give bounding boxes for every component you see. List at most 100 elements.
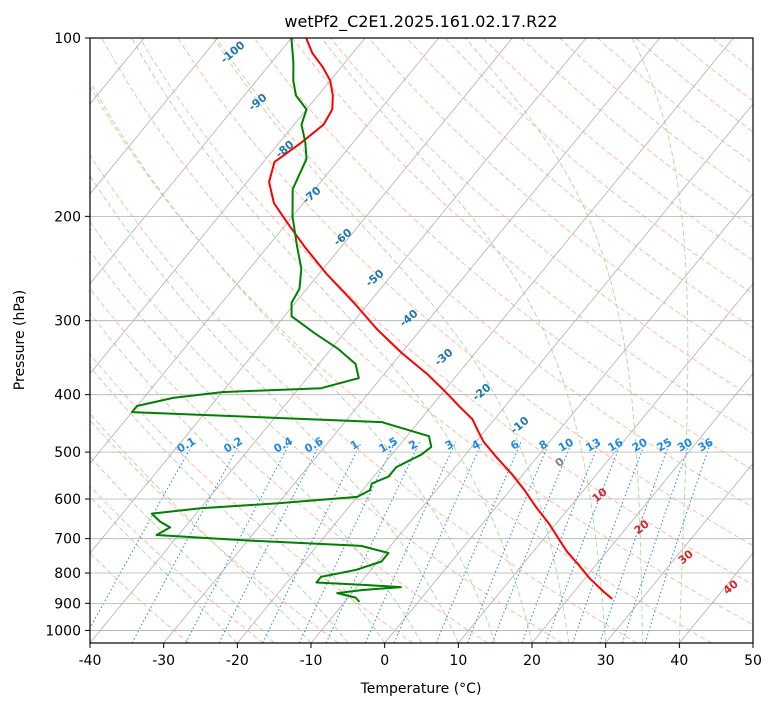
dry-adiabat-line: [711, 38, 753, 71]
moist-adiabat-line: [131, 38, 533, 643]
dry-adiabat-line: [368, 38, 753, 363]
y-tick-label: 400: [54, 388, 81, 404]
x-tick-label: 0: [380, 653, 389, 669]
moist-adiabat-line: [90, 175, 459, 643]
dry-adiabat-line: [90, 419, 339, 643]
isotherm-lines: [0, 38, 753, 643]
x-tick-label: 10: [449, 653, 467, 669]
plot-area: -100-90-80-70-60-50-40-30-20-10010203040…: [0, 38, 753, 643]
mixing-ratio-label: 13: [583, 436, 603, 455]
y-tick-label: 200: [54, 209, 81, 225]
moist-adiabat-line: [90, 496, 238, 643]
y-axis-label: Pressure (hPa): [12, 290, 28, 390]
dry-adiabat-label: -30: [432, 346, 456, 369]
isotherm-line: [752, 642, 753, 643]
mixing-ratio-label: 8: [537, 438, 550, 453]
x-tick-label: 50: [744, 653, 762, 669]
y-axis-ticks: 100 200 300 400 500 600 700 800 900 1000: [45, 31, 90, 639]
y-tick-label: 900: [54, 596, 81, 612]
x-tick-label: -20: [226, 653, 249, 669]
moist-adiabat-line: [90, 250, 422, 643]
moist-adiabat-line: [90, 312, 386, 643]
moist-adiabat-line: [90, 80, 496, 643]
mixing-ratio-label: 10: [556, 435, 576, 454]
y-tick-label: 800: [54, 566, 81, 582]
x-tick-label: -40: [79, 653, 102, 669]
dry-adiabat-line: [406, 38, 753, 329]
dry-adiabat-line: [90, 485, 264, 643]
dry-adiabat-label: -50: [363, 267, 387, 290]
isotherm-line: [679, 552, 753, 643]
dry-adiabat-line: [90, 154, 638, 643]
chart-title: wetPf2_C2E1.2025.161.02.17.R22: [284, 12, 557, 32]
y-tick-label: 600: [54, 492, 81, 508]
dry-adiabat-label: -10: [508, 414, 532, 437]
isotherm-line: [90, 38, 219, 195]
y-tick-label: 1000: [45, 623, 81, 639]
y-tick-label: 100: [54, 31, 81, 47]
moist-adiabat-line: [90, 365, 349, 643]
mixing-ratio-label: 6: [508, 437, 521, 452]
mixing-ratio-line: [131, 441, 242, 643]
isotherm-line: [90, 38, 513, 554]
x-axis-label: Temperature (°C): [360, 681, 482, 697]
mixing-ratio-line: [545, 441, 622, 643]
dry-adiabat-line: [330, 38, 753, 399]
dry-adiabats: [90, 38, 753, 643]
isotherm-line: [384, 193, 753, 643]
mixing-ratio-line: [262, 441, 363, 643]
mixing-ratio-line: [325, 441, 421, 643]
isotherm-line: [90, 38, 440, 464]
dry-adiabat-line: [90, 353, 414, 643]
moist-adiabat-line: [90, 413, 312, 643]
dry-adiabat-line: [90, 287, 488, 643]
x-tick-label: 40: [670, 653, 688, 669]
plot-frame: [89, 37, 754, 644]
x-axis-ticks: -40 -30 -20 -10 0 10 20 30 40 50: [79, 643, 762, 669]
isotherm-line: [237, 38, 734, 643]
dry-adiabat-line: [139, 38, 753, 586]
moist-adiabat-line: [90, 456, 275, 643]
isotherm-line: [163, 38, 661, 643]
isotherm-line: [90, 38, 292, 285]
isotherm-line: [0, 38, 70, 643]
x-tick-label: 20: [523, 653, 541, 669]
dry-adiabat-label: -20: [470, 381, 494, 404]
x-tick-label: -10: [300, 653, 323, 669]
x-tick-label: 30: [597, 653, 615, 669]
mixing-ratio-line: [435, 441, 522, 643]
isotherm-line: [458, 283, 753, 643]
y-tick-label: 700: [54, 532, 81, 548]
isobar-gridlines: [90, 38, 753, 631]
dry-adiabat-line: [90, 85, 712, 643]
y-tick-label: 500: [54, 445, 81, 461]
temperature-line: [268, 38, 613, 600]
mixing-ratio-label: 30: [675, 435, 695, 454]
dry-adiabat-label: 10: [590, 485, 610, 505]
mixing-ratio-line: [364, 441, 457, 643]
mixing-ratio-label: 2: [407, 438, 420, 453]
dry-adiabat-line: [215, 38, 753, 508]
moist-adiabat-line: [465, 38, 643, 643]
mixing-ratio-line: [393, 441, 483, 643]
moist-adiabat-line: [321, 38, 607, 643]
isotherm-line: [605, 462, 753, 643]
mixing-ratio-label: 36: [696, 435, 716, 454]
dry-adiabat-line: [292, 38, 753, 434]
isotherm-line: [90, 38, 366, 375]
mixing-ratio-line: [644, 441, 712, 643]
moist-adiabats: [90, 38, 689, 643]
x-tick-label: -30: [152, 653, 175, 669]
dry-adiabat-label: 40: [721, 577, 741, 597]
dry-adiabat-line: [750, 38, 753, 41]
sounding-series: [131, 38, 613, 603]
isotherm-line: [531, 372, 753, 643]
isotherm-line: [90, 38, 587, 643]
dry-adiabat-line: [559, 38, 753, 196]
mixing-ratio-line: [90, 441, 195, 630]
moist-adiabat-line: [213, 38, 570, 643]
dry-adiabat-line: [90, 552, 190, 643]
mixing-ratio-label: 16: [606, 435, 626, 454]
dry-adiabat-label: 20: [632, 517, 652, 537]
